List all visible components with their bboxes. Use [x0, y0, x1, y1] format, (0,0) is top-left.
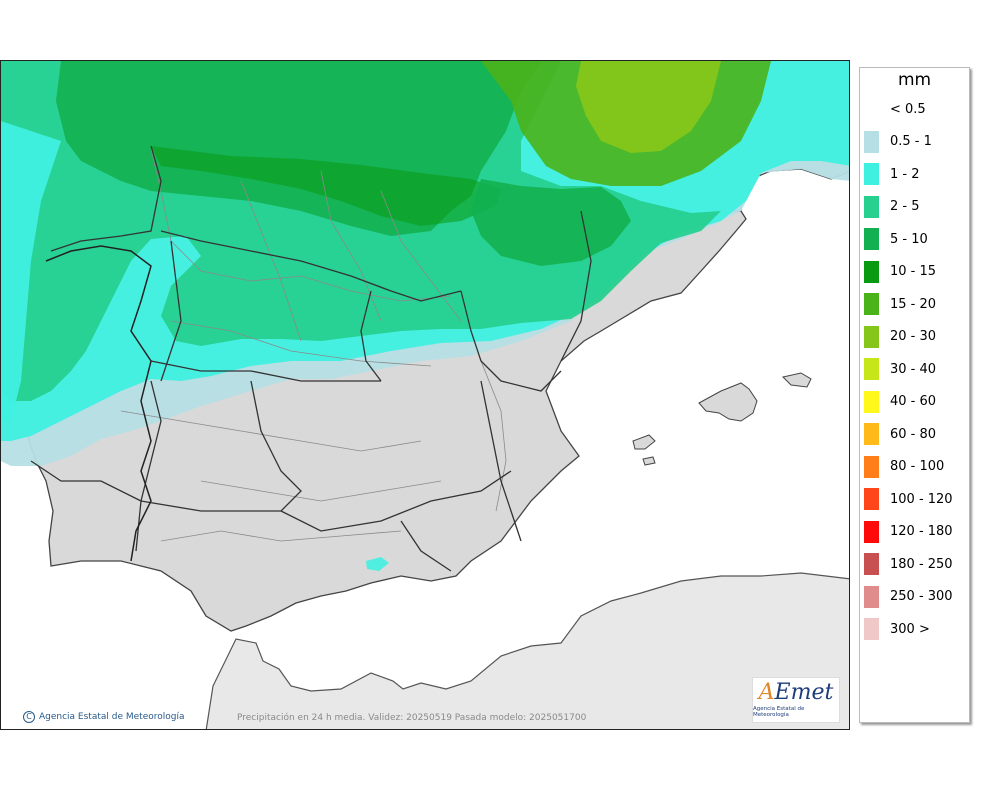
legend-item: 80 - 100: [864, 455, 945, 478]
legend-item: 30 - 40: [864, 358, 936, 380]
logo-wordmark: AEmet: [758, 680, 834, 705]
legend-label: 300 >: [890, 621, 930, 637]
legend-swatch: [864, 228, 879, 250]
map-caption: Precipitación en 24 h media. Validez: 20…: [237, 713, 587, 723]
aemet-logo: AEmet Agencia Estatal de Meteorología: [752, 677, 840, 723]
province-boundaries: [120, 148, 507, 542]
legend-swatch: [864, 260, 879, 283]
legend-swatch: [864, 585, 879, 608]
legend-label: 80 - 100: [890, 459, 945, 474]
legend-swatch: [864, 455, 879, 478]
africa-landmass: [205, 572, 849, 729]
precip-area-sierra-nevada: [366, 557, 389, 571]
legend-item: 0.5 - 1: [864, 130, 932, 153]
legend-label: 40 - 60: [890, 394, 937, 409]
legend-swatch: [864, 98, 879, 120]
legend-label: 2 - 5: [890, 199, 920, 214]
legend-label: 15 - 20: [890, 296, 937, 312]
copyright-icon: C: [23, 711, 35, 723]
legend-item: 15 - 20: [864, 293, 936, 315]
legend-label: 120 - 180: [890, 524, 953, 539]
legend-title: mm: [897, 70, 932, 90]
legend-panel: mm < 0.5 0.5 - 1 1 - 2 2 - 5 5 - 10 10 - 15 15…: [859, 67, 970, 723]
legend-item: 120 - 180: [864, 520, 953, 543]
precipitation-map[interactable]: C Agencia Estatal de Meteorología Precip…: [0, 60, 850, 730]
legend-label: 20 - 30: [890, 329, 937, 344]
legend-label: 1 - 2: [890, 166, 920, 182]
legend-swatch: [864, 293, 879, 315]
legend-swatch: [864, 390, 879, 413]
legend-item: 10 - 15: [864, 260, 937, 283]
legend-swatch: [864, 520, 879, 543]
legend-label: 100 - 120: [890, 491, 953, 507]
precip-band-20-30: [576, 61, 721, 153]
legend-item: 250 - 300: [864, 585, 953, 608]
legend-item: 40 - 60: [864, 390, 937, 413]
legend-item: 60 - 80: [864, 423, 936, 445]
legend-swatch: [864, 195, 879, 218]
legend-label: 250 - 300: [890, 589, 953, 604]
legend-item: 1 - 2: [864, 163, 920, 185]
legend-item: 20 - 30: [864, 325, 937, 348]
regional-boundaries: [30, 145, 592, 572]
portugal-border: [45, 245, 152, 562]
legend-label: < 0.5: [890, 101, 926, 117]
precip-area-galicia: [1, 121, 61, 421]
legend-swatch: [864, 553, 879, 575]
ibiza: [632, 434, 656, 450]
logo-subtitle: Agencia Estatal de Meteorología: [753, 706, 805, 718]
precip-band-10-15: [151, 146, 501, 226]
legend-item: 300 >: [864, 618, 930, 640]
legend-item: 2 - 5: [864, 195, 920, 218]
legend-swatch: [864, 358, 879, 380]
copyright-text: Agencia Estatal de Meteorología: [39, 712, 185, 722]
map-canvas: [1, 61, 849, 729]
legend-label: 30 - 40: [890, 361, 937, 377]
legend-label: 180 - 250: [890, 556, 953, 572]
legend-label: 60 - 80: [890, 426, 937, 442]
legend-label: 0.5 - 1: [890, 134, 932, 149]
mallorca: [698, 382, 758, 422]
legend-item: 5 - 10: [864, 228, 928, 250]
menorca: [782, 372, 812, 388]
legend-label: 10 - 15: [890, 264, 937, 279]
formentera: [642, 456, 656, 466]
legend-label: 5 - 10: [890, 231, 928, 247]
legend-swatch: [864, 618, 879, 640]
copyright-notice: C Agencia Estatal de Meteorología: [23, 711, 185, 723]
legend-item: < 0.5: [864, 98, 926, 120]
legend-item: 180 - 250: [864, 553, 953, 575]
legend-swatch: [864, 325, 879, 348]
precip-area-pyrenees: [471, 179, 631, 266]
legend-swatch: [864, 488, 879, 510]
legend-swatch: [864, 163, 879, 185]
legend-item: 100 - 120: [864, 488, 953, 510]
legend-swatch: [864, 423, 879, 445]
legend-swatch: [864, 130, 879, 153]
